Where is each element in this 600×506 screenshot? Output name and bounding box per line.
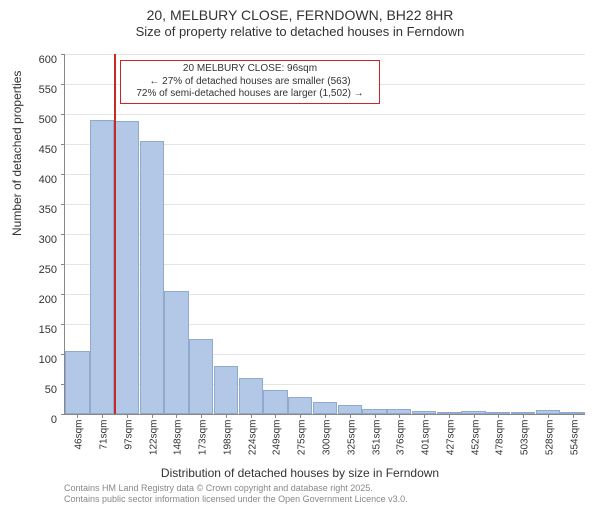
x-tick — [498, 414, 499, 418]
y-tick-label: 250 — [17, 264, 57, 276]
y-tick-label: 450 — [17, 144, 57, 156]
x-tick-label: 376sqm — [396, 420, 407, 470]
histogram-bar — [263, 390, 287, 414]
x-tick — [449, 414, 450, 418]
x-tick — [201, 414, 202, 418]
x-tick — [424, 414, 425, 418]
x-tick-label: 173sqm — [198, 420, 209, 470]
x-tick — [523, 414, 524, 418]
y-tick — [61, 294, 65, 295]
histogram-bar — [189, 339, 213, 414]
x-tick-label: 452sqm — [470, 420, 481, 470]
x-tick — [325, 414, 326, 418]
histogram-bar — [90, 120, 114, 414]
histogram-bar — [338, 405, 362, 414]
x-tick-label: 401sqm — [421, 420, 432, 470]
x-tick-label: 351sqm — [371, 420, 382, 470]
x-tick-label: 224sqm — [247, 420, 258, 470]
x-tick-label: 478sqm — [495, 420, 506, 470]
gridline — [65, 54, 585, 55]
y-tick — [61, 144, 65, 145]
x-tick-label: 148sqm — [173, 420, 184, 470]
reference-line — [114, 54, 116, 414]
y-tick — [61, 204, 65, 205]
y-tick-label: 550 — [17, 84, 57, 96]
y-tick — [61, 324, 65, 325]
x-tick-label: 46sqm — [74, 420, 85, 470]
gridline — [65, 114, 585, 115]
x-tick — [176, 414, 177, 418]
x-tick — [350, 414, 351, 418]
y-tick-label: 600 — [17, 54, 57, 66]
footer-attribution: Contains HM Land Registry data © Crown c… — [64, 483, 408, 504]
y-tick-label: 300 — [17, 234, 57, 246]
annotation-line1: 20 MELBURY CLOSE: 96sqm — [127, 63, 373, 76]
chart-area: 05010015020025030035040045050055060046sq… — [64, 54, 584, 414]
histogram-bar — [239, 378, 263, 414]
x-tick-label: 427sqm — [445, 420, 456, 470]
x-tick-label: 503sqm — [520, 420, 531, 470]
x-tick-label: 198sqm — [222, 420, 233, 470]
x-tick — [251, 414, 252, 418]
histogram-bar — [313, 402, 337, 414]
histogram-bar — [140, 141, 164, 414]
x-tick — [226, 414, 227, 418]
histogram-bar — [288, 397, 312, 414]
x-tick — [573, 414, 574, 418]
x-tick — [275, 414, 276, 418]
x-axis-title: Distribution of detached houses by size … — [0, 466, 600, 480]
y-tick — [61, 174, 65, 175]
histogram-bar — [115, 121, 139, 414]
x-tick-label: 325sqm — [346, 420, 357, 470]
histogram-bar — [214, 366, 238, 414]
x-tick — [375, 414, 376, 418]
y-tick — [61, 54, 65, 55]
plot-area: 05010015020025030035040045050055060046sq… — [64, 54, 585, 415]
y-tick-label: 100 — [17, 354, 57, 366]
x-tick — [77, 414, 78, 418]
y-tick — [61, 114, 65, 115]
histogram-bar — [164, 291, 188, 414]
x-tick-label: 275sqm — [297, 420, 308, 470]
x-tick — [474, 414, 475, 418]
y-tick-label: 150 — [17, 324, 57, 336]
annotation-line3: 72% of semi-detached houses are larger (… — [127, 88, 373, 101]
histogram-bar — [65, 351, 89, 414]
x-tick-label: 528sqm — [544, 420, 555, 470]
x-tick-label: 97sqm — [123, 420, 134, 470]
y-tick — [61, 84, 65, 85]
x-tick — [127, 414, 128, 418]
y-tick-label: 400 — [17, 174, 57, 186]
y-tick-label: 350 — [17, 204, 57, 216]
x-tick-label: 122sqm — [148, 420, 159, 470]
y-tick-label: 500 — [17, 114, 57, 126]
y-tick — [61, 234, 65, 235]
y-tick-label: 50 — [17, 384, 57, 396]
y-tick-label: 200 — [17, 294, 57, 306]
y-tick-label: 0 — [17, 414, 57, 426]
footer-line2: Contains public sector information licen… — [64, 494, 408, 504]
x-tick-label: 554sqm — [569, 420, 580, 470]
y-tick — [61, 414, 65, 415]
x-tick — [102, 414, 103, 418]
annotation-box: 20 MELBURY CLOSE: 96sqm ← 27% of detache… — [120, 60, 380, 104]
x-tick-label: 249sqm — [272, 420, 283, 470]
x-tick-label: 71sqm — [99, 420, 110, 470]
y-tick — [61, 264, 65, 265]
footer-line1: Contains HM Land Registry data © Crown c… — [64, 483, 408, 493]
x-tick — [399, 414, 400, 418]
chart-title-line1: 20, MELBURY CLOSE, FERNDOWN, BH22 8HR — [0, 6, 600, 24]
x-tick — [548, 414, 549, 418]
x-tick — [300, 414, 301, 418]
x-tick-label: 300sqm — [322, 420, 333, 470]
x-tick — [152, 414, 153, 418]
annotation-line2: ← 27% of detached houses are smaller (56… — [127, 76, 373, 89]
chart-title-line2: Size of property relative to detached ho… — [0, 24, 600, 39]
